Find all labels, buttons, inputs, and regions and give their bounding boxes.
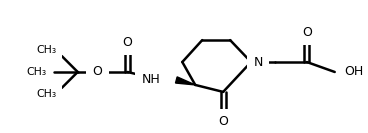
Polygon shape [176, 77, 195, 85]
Text: O: O [302, 26, 312, 39]
Text: N: N [253, 55, 263, 68]
Text: O: O [218, 115, 228, 128]
Text: O: O [123, 36, 132, 49]
Text: NH: NH [142, 73, 160, 86]
Text: CH₃: CH₃ [37, 45, 57, 55]
Text: CH₃: CH₃ [37, 89, 57, 99]
Text: OH: OH [345, 65, 364, 78]
Text: O: O [93, 65, 103, 78]
Text: CH₃: CH₃ [27, 67, 47, 77]
